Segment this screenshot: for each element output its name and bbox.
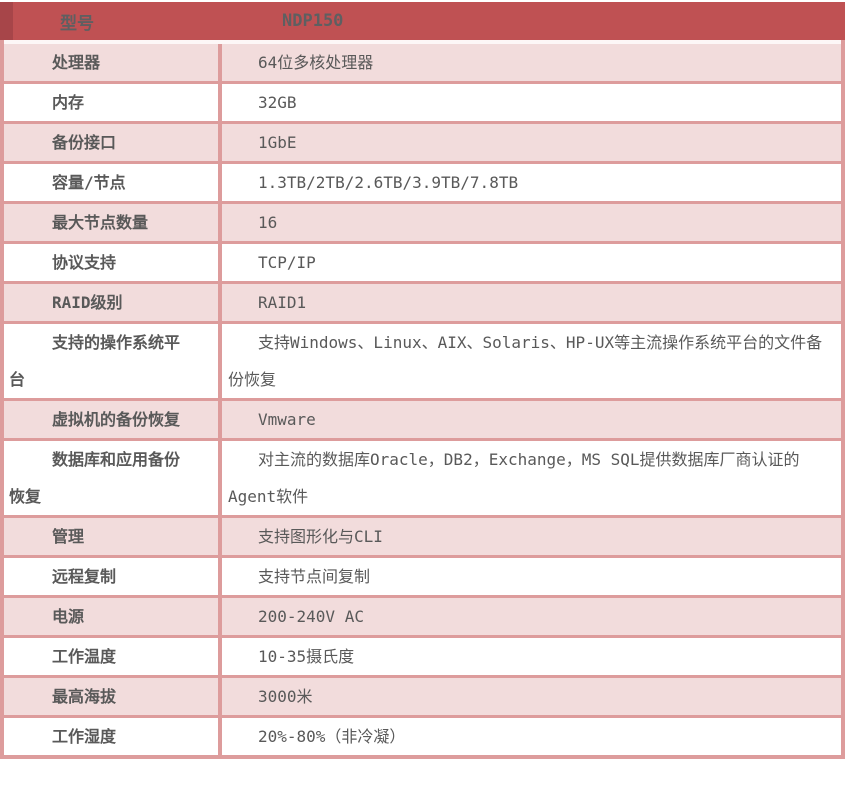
- spec-label-cell: 管理: [4, 518, 222, 555]
- spec-label-cell: RAID级别: [4, 284, 222, 321]
- table-row: 电源 200-240V AC: [4, 595, 841, 635]
- spec-value-cell: 支持图形化与CLI: [258, 527, 383, 546]
- spec-value-cell: 对主流的数据库Oracle，DB2，Exchange，MS SQL提供数据库厂商…: [228, 450, 800, 506]
- spec-label-cell: 工作温度: [4, 638, 222, 675]
- spec-value-cell: 支持节点间复制: [258, 567, 371, 586]
- spec-label-cell: 虚拟机的备份恢复: [4, 401, 222, 438]
- spec-value-cell: 1.3TB/2TB/2.6TB/3.9TB/7.8TB: [258, 173, 519, 192]
- spec-value-cell: 3000米: [258, 687, 313, 706]
- table-row: 备份接口 1GbE: [4, 121, 841, 161]
- spec-table-body: 处理器 64位多核处理器 内存 32GB 备份接口 1GbE 容量/节点 1.3…: [0, 40, 845, 759]
- table-row: 虚拟机的备份恢复 Vmware: [4, 398, 841, 438]
- spec-label-cell: 容量/节点: [4, 164, 222, 201]
- spec-label-cell: 工作湿度: [4, 718, 222, 755]
- table-row: 管理 支持图形化与CLI: [4, 515, 841, 555]
- table-row: RAID级别 RAID1: [4, 281, 841, 321]
- table-row: 工作温度 10-35摄氏度: [4, 635, 841, 675]
- model-header-value: NDP150: [282, 11, 344, 31]
- spec-value-cell: 20%-80%（非冷凝）: [258, 727, 406, 746]
- spec-value-cell: 64位多核处理器: [258, 53, 374, 72]
- table-row: 最大节点数量 16: [4, 201, 841, 241]
- table-row: 支持的操作系统平台 支持Windows、Linux、AIX、Solaris、HP…: [4, 321, 841, 398]
- table-header-row: 型号 NDP150: [0, 2, 845, 40]
- table-row: 远程复制 支持节点间复制: [4, 555, 841, 595]
- spec-label-cell: 支持的操作系统平台: [4, 324, 222, 398]
- spec-value-cell: 10-35摄氏度: [258, 647, 355, 666]
- spec-label-cell: 备份接口: [4, 124, 222, 161]
- spec-value-cell: 1GbE: [258, 133, 297, 152]
- product-spec-table: 型号 NDP150 处理器 64位多核处理器 内存 32GB 备份接口 1GbE…: [0, 2, 845, 759]
- spec-value-cell: 16: [258, 213, 278, 232]
- spec-label-cell: 最大节点数量: [4, 204, 222, 241]
- spec-value-cell: 200-240V AC: [258, 607, 364, 626]
- spec-label-cell: 数据库和应用备份恢复: [4, 441, 222, 515]
- spec-label-cell: 最高海拔: [4, 678, 222, 715]
- spec-value-cell: 32GB: [258, 93, 297, 112]
- spec-value-cell: RAID1: [258, 293, 307, 312]
- table-row: 最高海拔 3000米: [4, 675, 841, 715]
- spec-label-cell: 协议支持: [4, 244, 222, 281]
- spec-label-cell: 电源: [4, 598, 222, 635]
- spec-value-cell: Vmware: [258, 410, 316, 429]
- spec-value-cell: TCP/IP: [258, 253, 316, 272]
- spec-label-cell: 处理器: [4, 44, 222, 81]
- table-row: 协议支持 TCP/IP: [4, 241, 841, 281]
- spec-label-cell: 远程复制: [4, 558, 222, 595]
- table-row: 容量/节点 1.3TB/2TB/2.6TB/3.9TB/7.8TB: [4, 161, 841, 201]
- spec-label-cell: 内存: [4, 84, 222, 121]
- header-accent-block: [0, 2, 13, 40]
- table-row: 数据库和应用备份恢复 对主流的数据库Oracle，DB2，Exchange，MS…: [4, 438, 841, 515]
- table-row: 内存 32GB: [4, 81, 841, 121]
- model-header-label: 型号: [60, 13, 94, 34]
- spec-value-cell: 支持Windows、Linux、AIX、Solaris、HP-UX等主流操作系统…: [228, 333, 823, 389]
- table-row: 工作湿度 20%-80%（非冷凝）: [4, 715, 841, 755]
- table-row: 处理器 64位多核处理器: [4, 40, 841, 81]
